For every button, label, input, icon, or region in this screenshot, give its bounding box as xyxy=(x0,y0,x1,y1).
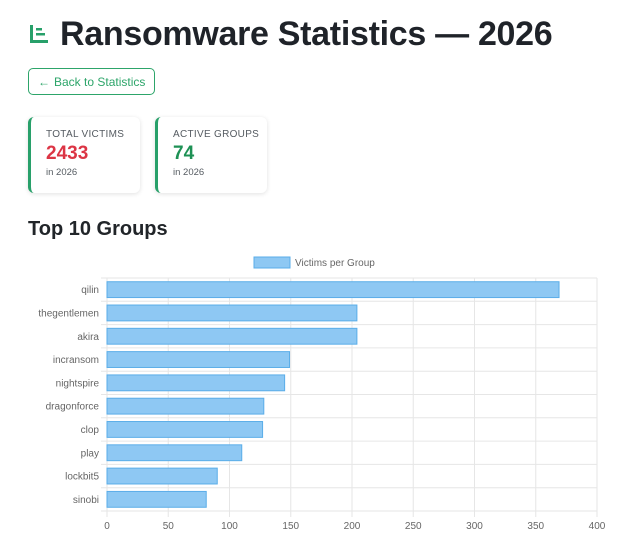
total-victims-value: 2433 xyxy=(46,143,89,164)
bar-clop xyxy=(106,421,264,438)
page-title: Ransomware Statistics — 2026 xyxy=(60,15,553,53)
section-title: Top 10 Groups xyxy=(28,218,168,240)
title-row: Ransomware Statistics — 2026 xyxy=(28,12,553,56)
back-to-statistics-button[interactable]: ← Back to Statistics xyxy=(28,68,156,95)
x-tick-label: 200 xyxy=(344,521,361,532)
y-tick-label: lockbit5 xyxy=(65,472,99,483)
bar-play xyxy=(106,444,243,462)
x-tick-label: 350 xyxy=(527,521,544,532)
x-tick-label: 300 xyxy=(466,521,483,532)
y-tick-label: clop xyxy=(81,425,100,436)
x-tick-label: 250 xyxy=(405,521,422,532)
y-tick-label: akira xyxy=(77,332,99,343)
bar-incransom xyxy=(106,351,291,368)
total-victims-label: TOTAL VICTIMS xyxy=(46,129,125,140)
total-victims-card: TOTAL VICTIMS 2433 in 2026 xyxy=(28,117,140,193)
back-arrow-icon: ← xyxy=(38,74,50,89)
x-tick-label: 50 xyxy=(163,521,175,532)
bar-lockbit5 xyxy=(106,467,218,485)
y-tick-label: incransom xyxy=(53,355,99,366)
active-groups-sub: in 2026 xyxy=(173,167,205,178)
chart-icon xyxy=(30,25,48,43)
bar-sinobi xyxy=(106,490,207,508)
x-tick-label: 100 xyxy=(221,521,238,532)
active-groups-value: 74 xyxy=(173,143,195,164)
x-tick-label: 150 xyxy=(282,521,299,532)
y-tick-label: sinobi xyxy=(73,495,99,506)
bar-qilin xyxy=(106,281,560,299)
legend-label: Victims per Group xyxy=(295,258,375,269)
bar-thegentlemen xyxy=(106,304,358,322)
back-button-label: Back to Statistics xyxy=(54,74,146,89)
x-tick-label: 0 xyxy=(104,521,110,532)
y-tick-label: nightspire xyxy=(56,378,100,389)
x-tick-label: 400 xyxy=(589,521,606,532)
bar-dragonforce xyxy=(106,397,265,415)
y-tick-label: dragonforce xyxy=(46,402,100,413)
bar-nightspire xyxy=(106,374,286,392)
bar-akira xyxy=(106,327,358,345)
total-victims-sub: in 2026 xyxy=(46,167,78,178)
active-groups-card: ACTIVE GROUPS 74 in 2026 xyxy=(155,117,267,193)
active-groups-label: ACTIVE GROUPS xyxy=(173,129,260,140)
y-tick-label: qilin xyxy=(81,285,99,296)
y-tick-label: thegentlemen xyxy=(38,308,99,319)
y-tick-label: play xyxy=(81,448,99,459)
legend-swatch xyxy=(253,256,291,269)
